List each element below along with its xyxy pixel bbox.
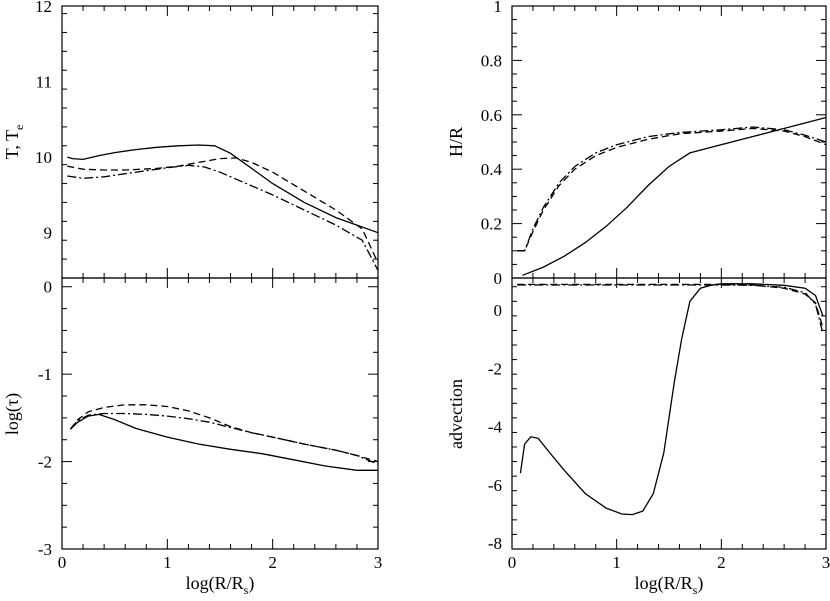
panel_adv-ytick-label: 0	[494, 301, 503, 320]
panel_tau-ytick-label: -2	[38, 453, 52, 472]
panel_T-ytick-label: 10	[35, 148, 52, 167]
panel_tau-ytick-label: -3	[38, 540, 52, 559]
panel_tau-xtick-label: 3	[374, 553, 383, 572]
panel_adv-ytick-label: -4	[488, 418, 503, 437]
panel_tau-xtick-label: 1	[163, 553, 172, 572]
panel_tau-xlabel: log(R/Rs)	[186, 573, 255, 597]
panel_adv-ytick-label: -8	[488, 534, 502, 553]
panel_adv-series-solid	[519, 283, 824, 516]
panel_T-series-solid	[67, 144, 379, 234]
panel_T-series-dash-dot	[67, 164, 379, 271]
panel_adv-frame	[511, 277, 827, 550]
panel_HR-ytick-label: 1	[494, 0, 503, 16]
panel_T-ylabel: T, Te	[2, 125, 26, 160]
panel_HR-ytick-label: 0.8	[481, 51, 502, 70]
panel_adv-series-dash-dot	[517, 284, 824, 334]
panel_HR-ytick-label: 0.6	[481, 106, 502, 125]
panel_HR-series-dashed	[517, 127, 827, 252]
panel_adv-xtick-label: 3	[822, 553, 830, 572]
panel_adv-ytick-label: -6	[488, 476, 502, 495]
panel_tau-ylabel: log(τ)	[2, 393, 23, 435]
panel_HR-ytick-label: 0	[494, 269, 503, 288]
panel_T-frame	[61, 5, 379, 279]
panel_adv-ytick-label: -2	[488, 359, 502, 378]
panel_T-ytick-label: 9	[44, 224, 53, 243]
panel_tau-xtick-label: 0	[58, 553, 67, 572]
panel_HR-ylabel: H/R	[446, 127, 466, 157]
panel_T-ytick-label: 11	[36, 73, 52, 92]
panel_adv-xtick-label: 2	[717, 553, 726, 572]
panel_HR-ytick-label: 0.4	[481, 160, 503, 179]
panel_adv-xlabel: log(R/Rs)	[635, 573, 704, 597]
panel_T-series-dashed	[67, 157, 379, 264]
panel_adv-xtick-label: 0	[508, 553, 517, 572]
panel_tau-series-solid	[69, 413, 378, 471]
panel_adv-ylabel: advection	[446, 379, 466, 449]
panel_HR-ytick-label: 0.2	[481, 215, 502, 234]
panel_HR-frame	[511, 5, 827, 279]
panel_tau-ytick-label: 0	[44, 278, 53, 297]
panel_adv-xtick-label: 1	[612, 553, 621, 572]
panel_adv-series-dashed	[517, 283, 824, 328]
panel_HR-series-solid	[522, 116, 827, 276]
panel_tau-ytick-label: -1	[38, 365, 52, 384]
panel_HR-series-dash-dot	[517, 126, 827, 252]
panel_tau-frame	[61, 277, 379, 550]
panel_tau-series-dashed	[69, 404, 379, 463]
panel_tau-xtick-label: 2	[268, 553, 277, 572]
panel_tau-series-dash-dot	[69, 412, 379, 465]
panel_T-ytick-label: 12	[35, 0, 52, 16]
